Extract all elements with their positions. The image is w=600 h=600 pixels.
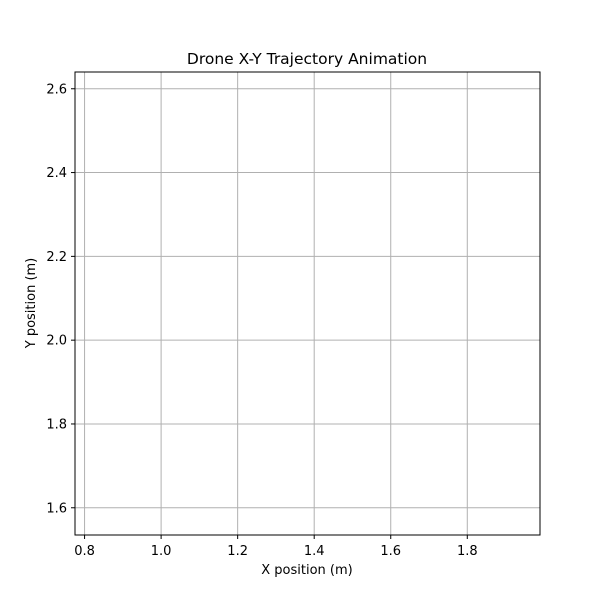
y-axis-label: Y position (m) [24,258,39,350]
axis-ticks: 0.8 1.0 1.2 1.4 1.6 1.8 1.6 1.8 2.0 2.2 2.4 2.6 [46,82,477,559]
y-tick-label: 2.0 [46,334,67,349]
x-axis-label: X position (m) [261,563,352,578]
x-tick-label: 1.4 [304,544,325,559]
chart-title: Drone X-Y Trajectory Animation [187,50,427,68]
x-tick-label: 1.8 [457,544,478,559]
y-tick-label: 1.6 [46,501,67,516]
y-tick-label: 2.2 [46,250,67,265]
x-tick-label: 0.8 [74,544,95,559]
x-tick-label: 1.6 [380,544,401,559]
grid-lines [75,72,540,535]
x-tick-label: 1.0 [151,544,172,559]
y-tick-label: 2.4 [46,166,67,181]
plot-frame [74,71,541,536]
x-tick-label: 1.2 [227,544,248,559]
y-tick-label: 1.8 [46,417,67,432]
y-tick-label: 2.6 [46,82,67,97]
